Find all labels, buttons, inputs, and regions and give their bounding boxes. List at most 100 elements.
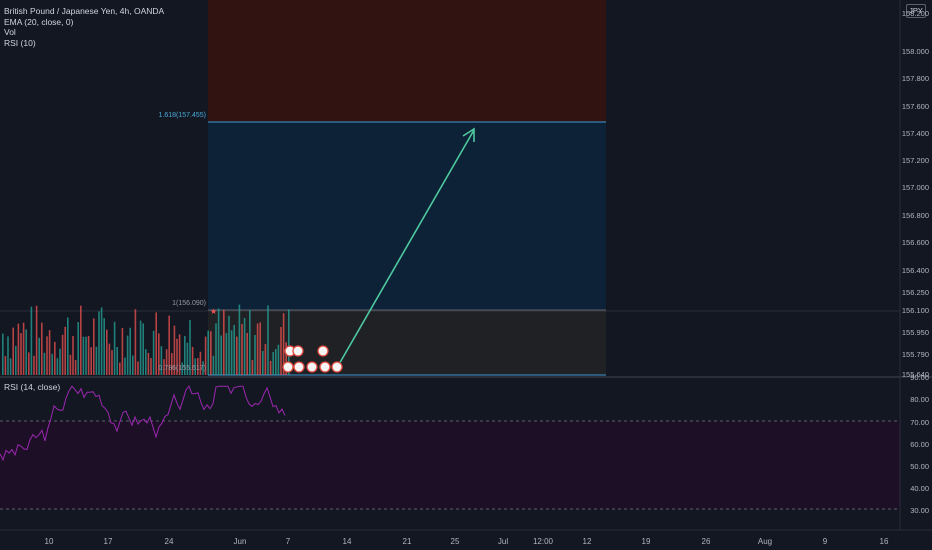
price-bar — [158, 333, 160, 375]
price-tick-label: 157.200 — [901, 156, 929, 165]
trend-arrow[interactable] — [337, 127, 475, 367]
fib-label-1: 1(156.090) — [172, 300, 206, 307]
price-tick-label: 155.950 — [901, 328, 929, 337]
rsi-tick-label: 90.00 — [910, 373, 929, 382]
price-bar — [98, 311, 100, 375]
price-tick-label: 157.600 — [901, 102, 929, 111]
price-bar — [59, 348, 61, 375]
price-bar — [85, 336, 87, 375]
price-bar — [137, 361, 139, 375]
price-tick-label: 156.250 — [901, 288, 929, 297]
rsi-line[interactable] — [0, 385, 286, 462]
price-bar — [202, 361, 204, 375]
price-bar — [17, 323, 20, 375]
price-tick-label: 158.000 — [901, 47, 929, 56]
price-tick-label: 156.600 — [901, 238, 929, 247]
price-bar — [46, 336, 48, 375]
price-bar — [142, 323, 144, 375]
price-bar — [72, 336, 74, 375]
price-bar — [56, 358, 59, 375]
price-bar — [282, 313, 285, 375]
price-bar — [113, 321, 116, 375]
price-tick-label: 156.100 — [901, 306, 929, 315]
price-bar — [215, 323, 217, 375]
price-bar — [189, 320, 191, 375]
rsi10-legend[interactable]: RSI (10) — [4, 37, 36, 48]
price-bar — [186, 342, 189, 375]
price-tick-label: 156.400 — [901, 266, 929, 275]
price-bar — [176, 338, 178, 375]
fib-zone-blue — [208, 122, 606, 310]
price-bar — [74, 360, 77, 375]
symbol-title[interactable]: British Pound / Japanese Yen, 4h, OANDA — [4, 6, 165, 16]
price-bar — [61, 334, 64, 375]
price-bar — [197, 358, 199, 375]
price-bar — [103, 318, 105, 375]
price-bar — [160, 346, 163, 375]
price-bar — [119, 362, 121, 375]
price-bar — [277, 344, 280, 375]
price-bar — [241, 323, 243, 375]
price-bar — [121, 327, 124, 375]
price-bar — [129, 327, 131, 375]
price-bar — [228, 315, 230, 375]
price-bar — [4, 356, 7, 375]
rsi-tick-label: 40.00 — [910, 484, 929, 493]
time-tick-label: Jul — [497, 537, 509, 546]
price-bar — [51, 353, 53, 375]
rsi-tick-label: 50.00 — [910, 462, 929, 471]
price-bar — [64, 326, 66, 375]
price-bar — [93, 318, 95, 375]
price-bar — [54, 341, 56, 375]
currency-badge[interactable]: JPY — [906, 4, 926, 18]
price-bar — [87, 336, 90, 375]
event-markers[interactable] — [282, 345, 343, 373]
rsi-pane-title[interactable]: RSI (14, close) — [4, 382, 61, 392]
price-bar — [163, 359, 165, 375]
price-tick-label: 157.800 — [901, 74, 929, 83]
price-bar — [272, 352, 274, 375]
time-tick-label: 24 — [164, 537, 174, 546]
price-bar — [28, 352, 30, 375]
time-tick-label: Jun — [233, 537, 247, 546]
price-bars[interactable] — [2, 304, 290, 375]
price-bar — [288, 309, 290, 375]
rsi-tick-label: 70.00 — [910, 418, 929, 427]
price-bar — [147, 352, 150, 375]
time-tick-label: 19 — [641, 537, 651, 546]
price-bar — [171, 353, 173, 375]
time-tick-label: 12:00 — [532, 537, 554, 546]
price-bar — [269, 360, 272, 375]
ema-legend[interactable]: EMA (20, close, 0) — [4, 16, 74, 27]
time-tick-label: Aug — [757, 537, 773, 546]
price-bar — [126, 335, 129, 375]
price-bar — [238, 304, 241, 375]
price-bar — [38, 337, 40, 375]
price-bar — [230, 330, 233, 375]
price-bar — [77, 322, 79, 375]
price-bar — [194, 358, 196, 375]
time-tick-label: 17 — [103, 537, 113, 546]
price-bar — [30, 306, 33, 375]
chart-legend: British Pound / Japanese Yen, 4h, OANDA … — [4, 6, 164, 48]
rsi-tick-label: 30.00 — [910, 506, 929, 515]
price-bar — [139, 320, 142, 375]
rsi-tick-label: 80.00 — [910, 395, 929, 404]
time-tick-label: 16 — [879, 537, 889, 546]
price-bar — [116, 347, 118, 375]
price-bar — [35, 305, 38, 375]
price-bar — [150, 358, 152, 375]
time-tick-label: 21 — [402, 537, 412, 546]
price-bar — [181, 362, 183, 375]
price-bar — [249, 310, 251, 375]
time-tick-label: 7 — [285, 537, 291, 546]
price-bar — [173, 325, 176, 375]
price-bar — [259, 322, 261, 375]
price-bar — [212, 355, 215, 375]
price-bar — [95, 346, 98, 375]
vol-legend[interactable]: Vol — [4, 27, 16, 37]
price-bar — [236, 336, 238, 375]
price-bar — [165, 349, 168, 375]
rsi-band — [0, 421, 900, 509]
